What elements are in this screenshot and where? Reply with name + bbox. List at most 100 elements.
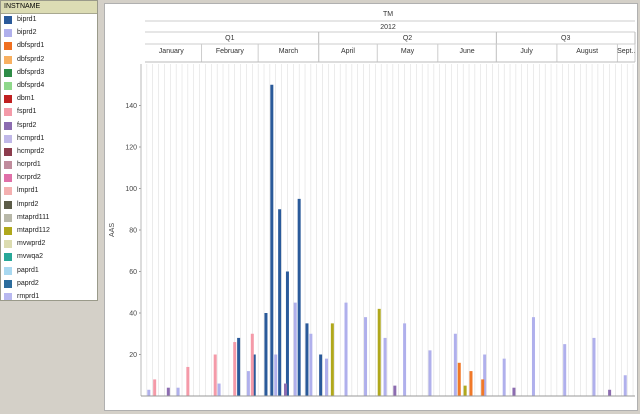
- bar-segment: [512, 387, 516, 396]
- bar-segment: [237, 337, 241, 396]
- legend-label: paprd2: [17, 279, 39, 287]
- legend-label: hcrprd1: [17, 161, 41, 169]
- legend-label: mvwprd2: [17, 240, 46, 248]
- bar-segment: [274, 354, 278, 396]
- y-tick-label: 80: [129, 228, 137, 235]
- chart-frame[interactable]: TM 2012 Q1 Q2 Q3 January February March April May…: [104, 3, 638, 411]
- y-axis-label: AAS: [109, 223, 116, 237]
- legend-swatch: [4, 266, 12, 275]
- legend-item[interactable]: mtaprd112: [1, 225, 97, 238]
- legend-list: biprd1 biprd2 dbfsprd1 dbfsprd2 dbfsprd3 dbfs…: [1, 14, 97, 300]
- legend-swatch: [4, 213, 12, 222]
- bar-segment: [166, 387, 170, 396]
- bar-segment: [531, 317, 535, 396]
- bar-segment: [330, 323, 334, 396]
- legend-label: dbfsprd2: [17, 55, 45, 63]
- legend-item[interactable]: mtaprd111: [1, 212, 97, 225]
- bar-segment: [283, 383, 287, 396]
- legend-item[interactable]: paprd1: [1, 265, 97, 278]
- legend-item[interactable]: dbfsprd1: [1, 40, 97, 53]
- legend-item[interactable]: biprd2: [1, 27, 97, 40]
- legend-item[interactable]: hcmprd1: [1, 133, 97, 146]
- bar-segment: [364, 317, 368, 396]
- legend-item[interactable]: fsprd2: [1, 120, 97, 133]
- legend-swatch: [4, 240, 12, 249]
- bar-segment: [297, 198, 301, 396]
- bar-segment: [246, 371, 250, 396]
- bar-segment: [428, 350, 432, 396]
- bar-segment: [324, 358, 328, 396]
- legend-swatch: [4, 279, 12, 288]
- legend-swatch: [4, 81, 12, 90]
- legend-item[interactable]: dbfsprd3: [1, 67, 97, 80]
- legend-item[interactable]: dbm1: [1, 93, 97, 106]
- bar-segment: [608, 389, 612, 396]
- legend-label: dbfsprd4: [17, 81, 45, 89]
- bar-segment: [233, 342, 237, 396]
- bar-segment: [147, 389, 151, 396]
- legend-label: dbm1: [17, 95, 35, 103]
- bar-segment: [502, 358, 506, 396]
- legend-label: hcmprd2: [17, 147, 45, 155]
- y-tick-label: 120: [125, 145, 137, 152]
- legend-panel: INSTNAME biprd1 biprd2 dbfsprd1 dbfsprd2 dbf…: [0, 0, 98, 301]
- bar-segment: [252, 354, 256, 396]
- y-tick-label: 140: [125, 103, 137, 110]
- legend-swatch: [4, 42, 12, 51]
- column-header-field: TM: [383, 11, 393, 18]
- y-tick-label: 40: [129, 311, 137, 318]
- legend-swatch: [4, 253, 12, 262]
- legend-item[interactable]: fsprd1: [1, 106, 97, 119]
- legend-swatch: [4, 55, 12, 64]
- quarter-header: Q3: [561, 35, 570, 42]
- month-header: July: [520, 48, 533, 55]
- bar-segment: [463, 385, 467, 396]
- month-header: August: [576, 48, 598, 55]
- legend-label: lmprd1: [17, 187, 39, 195]
- legend-item[interactable]: dbfsprd4: [1, 80, 97, 93]
- bar-segment: [309, 333, 313, 396]
- legend-item[interactable]: dbfsprd2: [1, 54, 97, 67]
- month-header: April: [341, 48, 355, 55]
- bar-segment: [403, 323, 407, 396]
- legend-label: paprd1: [17, 266, 39, 274]
- bar-segment: [481, 379, 485, 396]
- bar-segment: [293, 302, 297, 396]
- bar-segment: [383, 337, 387, 396]
- legend-swatch: [4, 95, 12, 104]
- legend-item[interactable]: lmprd2: [1, 199, 97, 212]
- bar-segment: [623, 375, 627, 396]
- legend-item[interactable]: mvwqa2: [1, 251, 97, 264]
- legend-label: mvwqa2: [17, 253, 44, 261]
- month-header: June: [459, 48, 474, 55]
- bar-segment: [264, 313, 268, 396]
- y-tick-label: 20: [129, 352, 137, 359]
- legend-label: fsprd2: [17, 121, 37, 129]
- legend-item[interactable]: mvwprd2: [1, 238, 97, 251]
- legend-label: mtaprd111: [17, 213, 50, 221]
- legend-title: INSTNAME: [1, 1, 97, 14]
- legend-item[interactable]: paprd2: [1, 278, 97, 291]
- bar-segment: [176, 387, 180, 396]
- month-header: Sept..: [617, 48, 635, 55]
- legend-item[interactable]: lmprd1: [1, 185, 97, 198]
- bar-segment: [393, 385, 397, 396]
- legend-item[interactable]: rmprd1: [1, 291, 97, 300]
- legend-swatch: [4, 292, 12, 300]
- legend-swatch: [4, 174, 12, 183]
- legend-item[interactable]: hcrprd1: [1, 159, 97, 172]
- legend-item[interactable]: hcmprd2: [1, 146, 97, 159]
- legend-item[interactable]: biprd1: [1, 14, 97, 27]
- legend-swatch: [4, 68, 12, 77]
- legend-swatch: [4, 187, 12, 196]
- bar-segment: [278, 209, 282, 396]
- legend-label: rmprd1: [17, 292, 40, 300]
- bar-segment: [483, 354, 487, 396]
- bar-segment: [319, 354, 323, 396]
- legend-label: dbfsprd1: [17, 42, 45, 50]
- chart-plot[interactable]: TM 2012 Q1 Q2 Q3 January February March April May…: [105, 4, 637, 410]
- legend-swatch: [4, 161, 12, 170]
- legend-swatch: [4, 29, 12, 38]
- legend-item[interactable]: hcrprd2: [1, 172, 97, 185]
- legend-label: dbfsprd3: [17, 68, 45, 76]
